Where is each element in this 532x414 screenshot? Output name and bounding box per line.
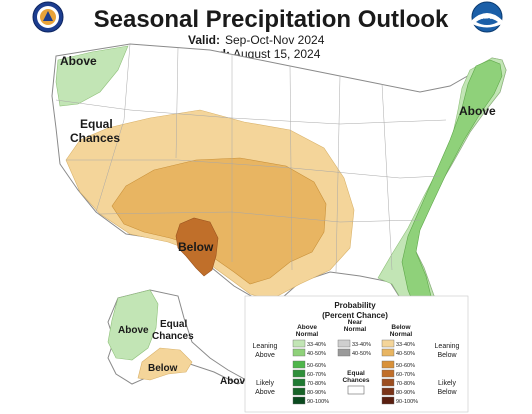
legend: Probability (Percent Chance) Above Norma…	[244, 295, 469, 413]
noaa-logo-icon: NOAA	[471, 1, 503, 33]
legend-leaning-below-1: Leaning	[435, 343, 460, 350]
legend-near-range: 40-50%	[352, 351, 371, 357]
legend-below-swatch	[381, 339, 395, 348]
legend-above-range: 50-60%	[307, 363, 326, 369]
legend-above-swatch	[292, 378, 306, 387]
legend-likely-below-2: Below	[437, 389, 457, 396]
legend-above-header-1: Above	[297, 324, 317, 331]
label-equal-chances-2: Chances	[70, 131, 120, 145]
valid-value: Sep-Oct-Nov 2024	[225, 33, 325, 47]
legend-below-swatch	[381, 348, 395, 357]
legend-above-header-2: Normal	[296, 331, 319, 338]
state-boundaries	[55, 43, 447, 273]
legend-near-range: 33-40%	[352, 342, 371, 348]
label-alaska-equal-1: Equal	[160, 319, 187, 330]
valid-label: Valid:	[188, 33, 220, 47]
issued-value: August 15, 2024	[233, 47, 321, 61]
legend-leaning-below-2: Below	[437, 352, 457, 359]
legend-below-swatch	[381, 378, 395, 387]
legend-near-swatch	[337, 339, 351, 348]
label-alaska-above: Above	[118, 325, 149, 336]
legend-likely-above-1: Likely	[256, 380, 274, 387]
doc-seal-icon	[32, 1, 64, 33]
legend-below-swatch	[381, 369, 395, 378]
legend-below-range: 50-60%	[396, 363, 415, 369]
map-labels: Above Equal Chances Below Above Above Eq…	[60, 54, 496, 387]
label-above-east: Above	[459, 104, 496, 118]
legend-near-swatch	[337, 348, 351, 357]
legend-above-swatch	[292, 348, 306, 357]
above-normal-east-40-50-region	[401, 59, 503, 315]
legend-above-swatch	[292, 339, 306, 348]
page-title: Seasonal Precipitation Outlook	[94, 6, 449, 33]
below-normal-40-50-region	[111, 157, 327, 285]
legend-below-range: 90-100%	[396, 399, 418, 405]
label-equal-chances-1: Equal	[80, 117, 113, 131]
legend-title-1: Probability	[334, 301, 376, 310]
legend-above-range: 60-70%	[307, 372, 326, 378]
legend-above-swatch	[292, 369, 306, 378]
legend-below-swatch	[381, 396, 395, 405]
legend-above-swatch	[292, 360, 306, 369]
below-normal-50-60-region	[175, 217, 219, 277]
above-normal-nw-region	[55, 45, 129, 107]
legend-likely-above-2: Above	[255, 389, 275, 396]
legend-above-range: 40-50%	[307, 351, 326, 357]
legend-above-range: 90-100%	[307, 399, 329, 405]
legend-likely-below-1: Likely	[438, 380, 456, 387]
legend-equal-chances-swatch	[347, 385, 365, 395]
alaska-below-region	[137, 347, 193, 381]
legend-below-header-2: Normal	[390, 331, 413, 338]
label-above-nw: Above	[60, 54, 97, 68]
alaska-above-region	[107, 289, 159, 361]
legend-above-swatch	[292, 396, 306, 405]
legend-above-range: 70-80%	[307, 381, 326, 387]
legend-below-swatch	[381, 387, 395, 396]
legend-equal-chances-2: Chances	[342, 377, 369, 384]
legend-equal-chances-1: Equal	[347, 370, 365, 377]
legend-below-range: 60-70%	[396, 372, 415, 378]
legend-below-range: 40-50%	[396, 351, 415, 357]
legend-title-2: (Percent Chance)	[322, 311, 388, 320]
legend-above-range: 33-40%	[307, 342, 326, 348]
legend-below-range: 80-90%	[396, 390, 415, 396]
label-alaska-equal-2: Chances	[152, 331, 194, 342]
legend-below-range: 70-80%	[396, 381, 415, 387]
label-below-sw: Below	[178, 240, 214, 254]
legend-below-swatch	[381, 360, 395, 369]
legend-leaning-above-1: Leaning	[253, 343, 278, 350]
legend-near-header-2: Normal	[344, 326, 367, 333]
label-alaska-below: Below	[148, 363, 178, 374]
legend-leaning-above-2: Above	[255, 352, 275, 359]
header: NOAA Seasonal Precipitation Outlook Vali…	[32, 1, 503, 61]
legend-swatches: 33-40% 33-40% 40-50% 40-50% 50-60% 50-60% 60-7…	[292, 339, 418, 405]
legend-above-swatch	[292, 387, 306, 396]
legend-below-header-1: Below	[391, 324, 411, 331]
legend-above-range: 80-90%	[307, 390, 326, 396]
noaa-logo-text: NOAA	[480, 15, 495, 21]
legend-near-header-1: Near	[348, 319, 363, 326]
label-alaska-above-se: Above	[220, 376, 251, 387]
legend-below-range: 33-40%	[396, 342, 415, 348]
